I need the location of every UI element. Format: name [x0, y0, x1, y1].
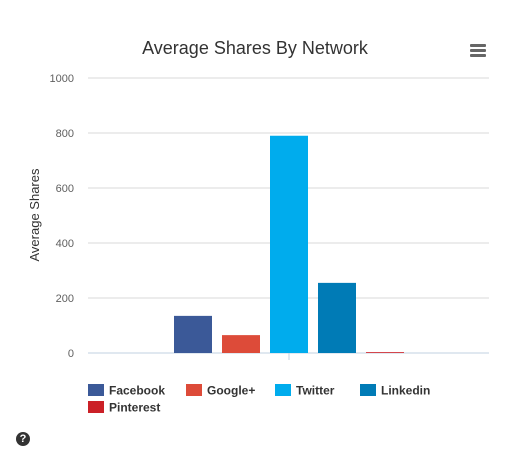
legend-item-linkedin[interactable]: Linkedin — [360, 384, 430, 398]
bar-pinterest[interactable] — [366, 352, 404, 353]
legend-item-google-[interactable]: Google+ — [186, 384, 255, 398]
y-axis-label: Average Shares — [27, 168, 42, 261]
y-tick-label: 0 — [68, 348, 74, 360]
question-circle-icon[interactable]: ? — [16, 432, 30, 446]
legend-swatch — [88, 401, 104, 413]
y-tick-label: 800 — [56, 128, 74, 140]
hamburger-menu-icon[interactable] — [466, 40, 490, 60]
bar-linkedin[interactable] — [318, 282, 356, 353]
legend-swatch — [275, 384, 291, 396]
legend-label: Twitter — [296, 384, 335, 398]
legend-swatch — [360, 384, 376, 396]
legend-item-pinterest[interactable]: Pinterest — [88, 401, 160, 415]
chart-title: Average Shares By Network — [142, 38, 369, 58]
legend-label: Linkedin — [381, 384, 430, 398]
legend: Facebook Google+ Twitter Linkedin Pinterest — [88, 384, 430, 415]
y-tick-label: 200 — [56, 293, 74, 305]
bars — [174, 135, 404, 353]
legend-label: Facebook — [109, 384, 165, 398]
bar-twitter[interactable] — [270, 135, 308, 353]
legend-label: Google+ — [207, 384, 255, 398]
legend-swatch — [186, 384, 202, 396]
y-tick-label: 400 — [56, 238, 74, 250]
y-axis-ticks: 0 200 400 600 800 1000 — [50, 73, 74, 360]
y-tick-label: 1000 — [50, 73, 74, 85]
bar-google-[interactable] — [222, 335, 260, 353]
legend-swatch — [88, 384, 104, 396]
bar-facebook[interactable] — [174, 315, 212, 353]
y-tick-label: 600 — [56, 183, 74, 195]
legend-item-facebook[interactable]: Facebook — [88, 384, 165, 398]
legend-item-twitter[interactable]: Twitter — [275, 384, 335, 398]
legend-label: Pinterest — [109, 401, 160, 415]
